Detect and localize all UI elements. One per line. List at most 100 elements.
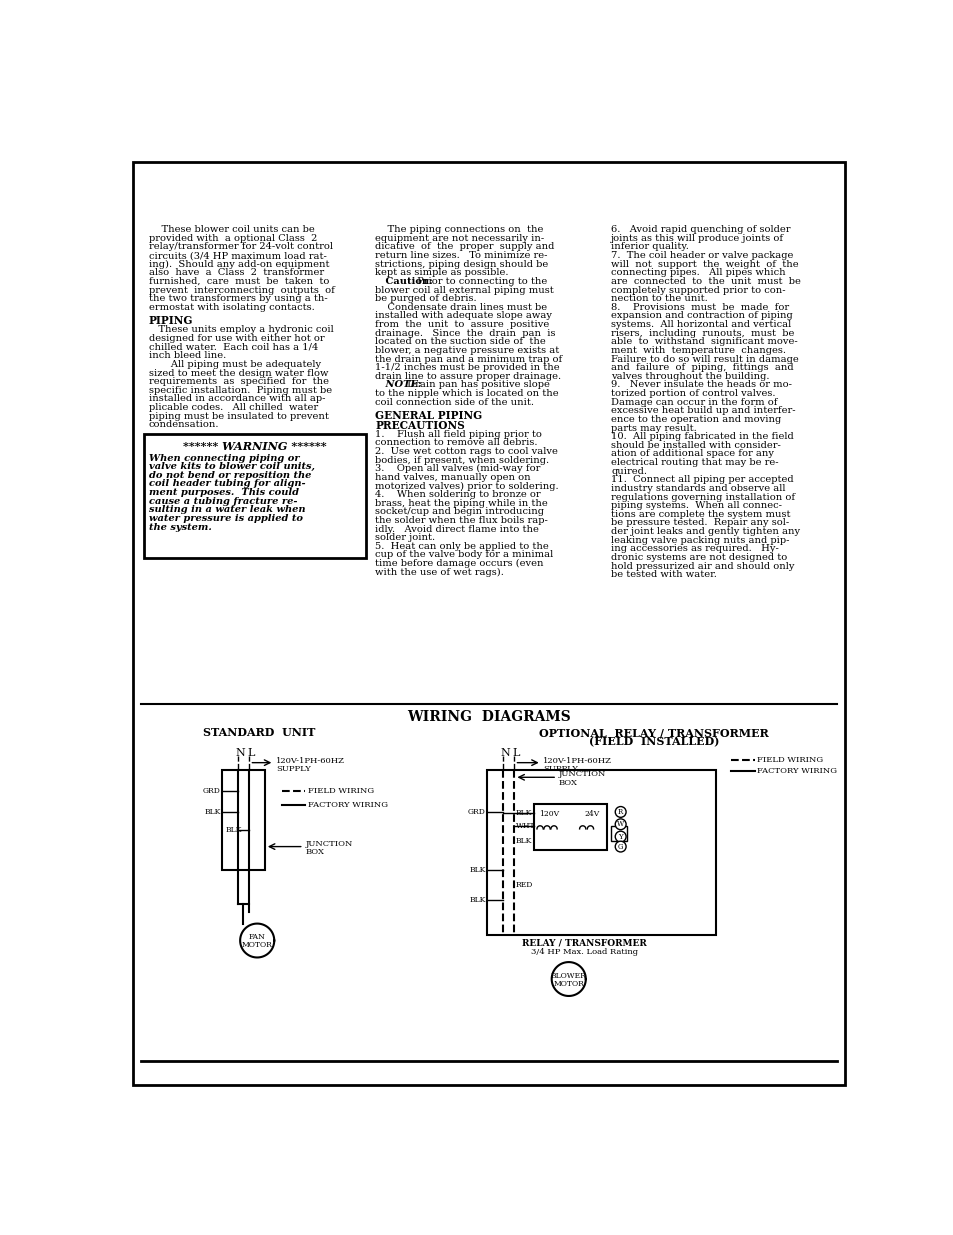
Text: N: N bbox=[235, 748, 245, 758]
Text: W: W bbox=[617, 820, 623, 829]
Text: 1.    Flush all field piping prior to: 1. Flush all field piping prior to bbox=[375, 430, 541, 438]
Text: MOTOR: MOTOR bbox=[553, 979, 583, 988]
Text: BOX: BOX bbox=[305, 848, 324, 856]
Text: 120V: 120V bbox=[538, 810, 558, 819]
Text: 120V-1PH-60HZ: 120V-1PH-60HZ bbox=[542, 757, 612, 766]
Text: will  not  support  the  weight  of  the: will not support the weight of the bbox=[611, 259, 799, 269]
Text: and  failure  of  piping,  fittings  and: and failure of piping, fittings and bbox=[611, 363, 793, 372]
Text: specific installation.  Piping must be: specific installation. Piping must be bbox=[149, 385, 332, 395]
Text: The piping connections on  the: The piping connections on the bbox=[375, 225, 543, 235]
Text: are  connected  to  the  unit  must  be: are connected to the unit must be bbox=[611, 277, 801, 287]
Text: ence to the operation and moving: ence to the operation and moving bbox=[611, 415, 781, 424]
Text: 10.  All piping fabricated in the field: 10. All piping fabricated in the field bbox=[611, 432, 793, 441]
Text: installed in accordance with all ap-: installed in accordance with all ap- bbox=[149, 394, 325, 404]
Bar bbox=[611, 826, 626, 841]
Text: idly.   Avoid direct flame into the: idly. Avoid direct flame into the bbox=[375, 525, 538, 534]
Text: coil header tubing for align-: coil header tubing for align- bbox=[149, 479, 305, 489]
Text: requirements  as  specified  for  the: requirements as specified for the bbox=[149, 377, 329, 387]
Bar bbox=[144, 433, 365, 558]
Text: R: R bbox=[618, 808, 622, 816]
Text: L: L bbox=[247, 748, 254, 758]
Text: drainage.   Since  the  drain  pan  is: drainage. Since the drain pan is bbox=[375, 329, 555, 337]
Text: prevent  interconnecting  outputs  of: prevent interconnecting outputs of bbox=[149, 285, 335, 295]
Text: FAN: FAN bbox=[249, 934, 265, 941]
Text: 5.  Heat can only be applied to the: 5. Heat can only be applied to the bbox=[375, 542, 548, 551]
Text: ation of additional space for any: ation of additional space for any bbox=[611, 450, 774, 458]
Text: ment  with  temperature  changes.: ment with temperature changes. bbox=[611, 346, 785, 354]
Text: relay/transformer for 24-volt control: relay/transformer for 24-volt control bbox=[149, 242, 333, 252]
Text: the system.: the system. bbox=[149, 522, 212, 531]
Text: kept as simple as possible.: kept as simple as possible. bbox=[375, 268, 508, 278]
Text: RED: RED bbox=[516, 881, 533, 889]
Text: GRD: GRD bbox=[203, 787, 220, 795]
Text: FIELD WIRING: FIELD WIRING bbox=[307, 787, 374, 795]
Text: FACTORY WIRING: FACTORY WIRING bbox=[757, 767, 836, 776]
Text: MOTOR: MOTOR bbox=[241, 941, 273, 950]
Text: the solder when the flux boils rap-: the solder when the flux boils rap- bbox=[375, 516, 547, 525]
Text: installed with adequate slope away: installed with adequate slope away bbox=[375, 311, 552, 320]
Text: connecting pipes.   All pipes which: connecting pipes. All pipes which bbox=[611, 268, 785, 278]
Text: excessive heat build up and interfer-: excessive heat build up and interfer- bbox=[611, 406, 795, 415]
Text: 4.    When soldering to bronze or: 4. When soldering to bronze or bbox=[375, 490, 540, 499]
Text: quired.: quired. bbox=[611, 467, 647, 475]
Text: 7.  The coil header or valve package: 7. The coil header or valve package bbox=[611, 251, 793, 261]
Text: chilled water.  Each coil has a 1/4: chilled water. Each coil has a 1/4 bbox=[149, 342, 317, 352]
Text: Prior to connecting to the: Prior to connecting to the bbox=[414, 277, 546, 287]
Text: ****** WARNING ******: ****** WARNING ****** bbox=[183, 441, 326, 452]
Text: do not bend or reposition the: do not bend or reposition the bbox=[149, 471, 311, 480]
Text: time before damage occurs (even: time before damage occurs (even bbox=[375, 559, 543, 568]
Text: GRD: GRD bbox=[468, 808, 485, 816]
Text: Failure to do so will result in damage: Failure to do so will result in damage bbox=[611, 354, 799, 363]
Text: L: L bbox=[512, 748, 519, 758]
Text: PIPING: PIPING bbox=[149, 315, 193, 326]
Text: circuits (3/4 HP maximum load rat-: circuits (3/4 HP maximum load rat- bbox=[149, 251, 326, 261]
Text: BLK: BLK bbox=[516, 809, 532, 818]
Text: FACTORY WIRING: FACTORY WIRING bbox=[307, 802, 387, 809]
Text: Drain pan has positive slope: Drain pan has positive slope bbox=[403, 380, 549, 389]
Text: valve kits to blower coil units,: valve kits to blower coil units, bbox=[149, 462, 314, 472]
Text: systems.  All horizontal and vertical: systems. All horizontal and vertical bbox=[611, 320, 791, 329]
Text: These units employ a hydronic coil: These units employ a hydronic coil bbox=[149, 326, 334, 335]
Text: equipment are not necessarily in-: equipment are not necessarily in- bbox=[375, 233, 543, 243]
Text: regulations governing installation of: regulations governing installation of bbox=[611, 493, 795, 501]
Text: designed for use with either hot or: designed for use with either hot or bbox=[149, 335, 324, 343]
Text: N: N bbox=[500, 748, 510, 758]
Text: socket/cup and begin introducing: socket/cup and begin introducing bbox=[375, 508, 543, 516]
Text: BLK: BLK bbox=[469, 897, 485, 904]
Text: 3/4 HP Max. Load Rating: 3/4 HP Max. Load Rating bbox=[530, 948, 638, 956]
Text: inch bleed line.: inch bleed line. bbox=[149, 351, 226, 361]
Text: 8.    Provisions  must  be  made  for: 8. Provisions must be made for bbox=[611, 303, 789, 311]
Text: 2.  Use wet cotton rags to cool valve: 2. Use wet cotton rags to cool valve bbox=[375, 447, 558, 456]
Text: FIELD WIRING: FIELD WIRING bbox=[757, 756, 822, 763]
Bar bbox=[534, 804, 607, 851]
Text: piping must be insulated to prevent: piping must be insulated to prevent bbox=[149, 411, 328, 421]
Circle shape bbox=[615, 819, 625, 830]
Text: WIRING  DIAGRAMS: WIRING DIAGRAMS bbox=[407, 710, 570, 724]
Text: should be installed with consider-: should be installed with consider- bbox=[611, 441, 781, 450]
Text: STANDARD  UNIT: STANDARD UNIT bbox=[202, 727, 314, 739]
Text: plicable codes.   All chilled  water: plicable codes. All chilled water bbox=[149, 403, 317, 412]
Bar bbox=[222, 769, 265, 869]
Text: be tested with water.: be tested with water. bbox=[611, 571, 717, 579]
Text: return line sizes.   To minimize re-: return line sizes. To minimize re- bbox=[375, 251, 547, 261]
Text: connection to remove all debris.: connection to remove all debris. bbox=[375, 438, 537, 447]
Text: BLK: BLK bbox=[469, 866, 485, 873]
Circle shape bbox=[615, 831, 625, 842]
Text: parts may result.: parts may result. bbox=[611, 424, 697, 432]
Text: cause a tubing fracture re-: cause a tubing fracture re- bbox=[149, 496, 297, 505]
Text: G: G bbox=[618, 842, 622, 851]
Text: cup of the valve body for a minimal: cup of the valve body for a minimal bbox=[375, 551, 553, 559]
Text: ing accessories as required.   Hy-: ing accessories as required. Hy- bbox=[611, 545, 779, 553]
Text: SUPPLY: SUPPLY bbox=[542, 764, 578, 773]
Text: Y: Y bbox=[618, 832, 622, 841]
Text: 6.   Avoid rapid quenching of solder: 6. Avoid rapid quenching of solder bbox=[611, 225, 790, 235]
Circle shape bbox=[615, 841, 625, 852]
Text: valves throughout the building.: valves throughout the building. bbox=[611, 372, 769, 380]
Text: 1-1/2 inches must be provided in the: 1-1/2 inches must be provided in the bbox=[375, 363, 559, 372]
Text: Damage can occur in the form of: Damage can occur in the form of bbox=[611, 398, 777, 406]
Text: 11.  Connect all piping per accepted: 11. Connect all piping per accepted bbox=[611, 475, 793, 484]
Text: ermostat with isolating contacts.: ermostat with isolating contacts. bbox=[149, 303, 314, 311]
Text: bodies, if present, when soldering.: bodies, if present, when soldering. bbox=[375, 456, 549, 464]
Text: 24V: 24V bbox=[584, 810, 599, 819]
Text: coil connection side of the unit.: coil connection side of the unit. bbox=[375, 398, 534, 406]
